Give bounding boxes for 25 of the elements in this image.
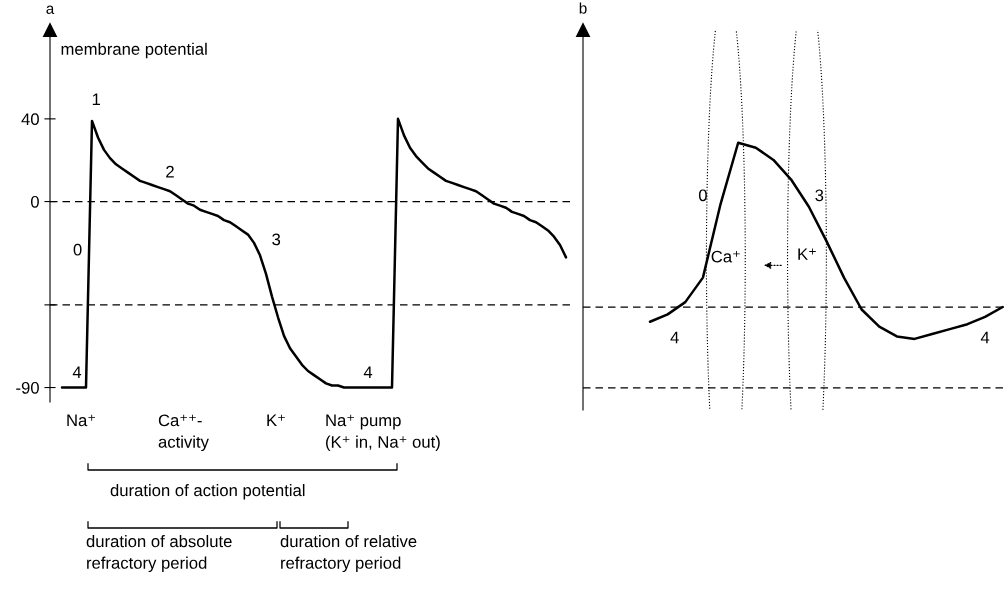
text: Na⁺ [67,414,95,427]
y-tick-label: 40 [21,113,39,126]
text: duration of action potential [110,484,305,500]
annotation: 4 [363,366,373,378]
chart-title: a [46,5,55,14]
annotation: 4 [670,331,679,344]
annotation: 3 [272,233,281,246]
annotation: 0 [698,189,707,202]
annotation: K⁺ [798,248,816,260]
y-tick-label: 0 [30,195,39,208]
text: K⁺ [267,414,285,427]
text: duration of relative refractory period [280,535,417,573]
annotation: 1 [92,93,101,106]
text: duration of absolute refractory period [86,535,232,573]
y-axis-title: membrane potential [61,42,207,59]
annotation: 4 [72,366,82,378]
annotation: 0 [73,243,82,256]
annotation: 3 [815,189,824,202]
annotation: 4 [980,331,990,344]
annotation: 2 [166,165,174,178]
text: Ca⁺⁺- activity [158,414,209,452]
text: Na⁺ pump (K⁺ in, Na⁺ out) [326,414,440,452]
y-tick-label: -90 [16,381,39,394]
chart-title: b [579,2,587,14]
annotation: Ca⁺ [711,250,740,263]
